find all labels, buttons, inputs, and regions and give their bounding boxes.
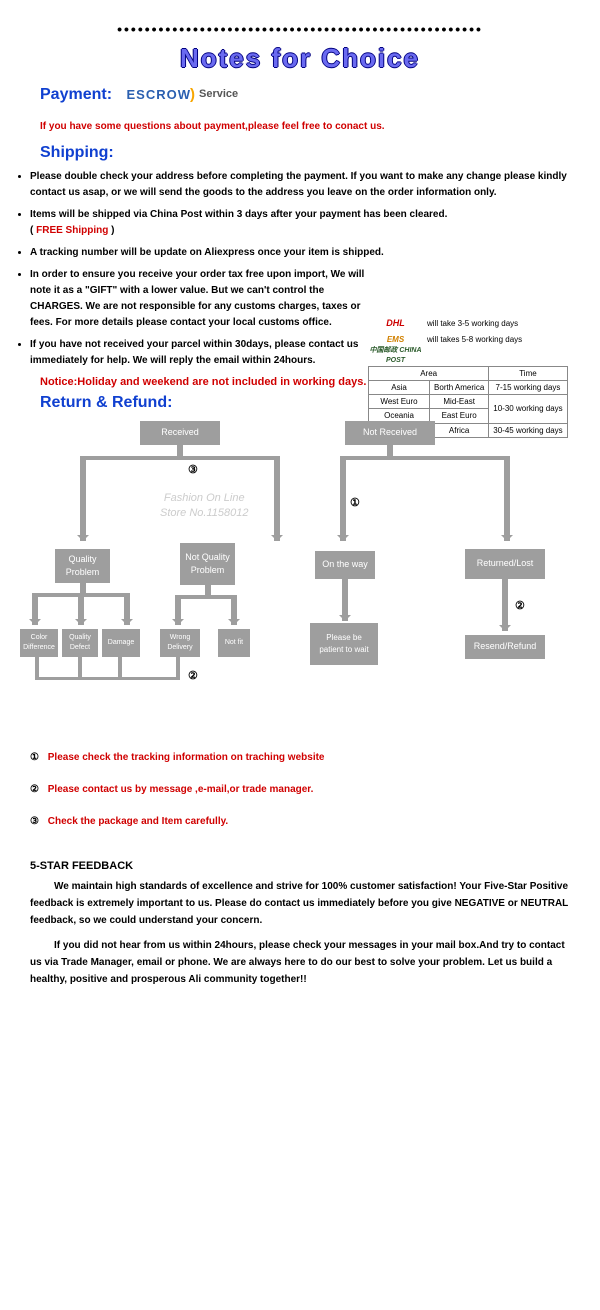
node-damage: Damage [102, 629, 140, 657]
feedback-head: 5-STAR FEEDBACK [30, 859, 600, 874]
conn [78, 657, 82, 677]
payment-head: Payment: ESCROW ) Service [40, 84, 600, 106]
conn [118, 657, 122, 677]
conn [32, 593, 38, 625]
legend-text: Please contact us by message ,e-mail,or … [48, 784, 314, 795]
node-received: Received [140, 421, 220, 445]
conn [35, 657, 39, 677]
num-2b: ② [515, 599, 525, 614]
ems-logo: EMS [368, 334, 423, 345]
feedback-p2: If you did not hear from us within 24hou… [30, 937, 575, 988]
node-not-fit: Not fit [218, 629, 250, 657]
free-suffix: ) [108, 225, 114, 236]
cell: Mid-East [430, 395, 489, 409]
cell: 7-15 working days [489, 380, 567, 394]
dots-divider: ••••••••••••••••••••••••••••••••••••••••… [0, 20, 600, 40]
carrier-row: 中国邮政 CHINA POST [368, 348, 588, 364]
conn [78, 593, 84, 625]
conn [35, 677, 180, 680]
payment-label: Payment: [40, 86, 112, 103]
dhl-logo: DHL [368, 317, 423, 330]
legend-num: ③ [30, 816, 39, 827]
dhl-time: will take 3-5 working days [427, 318, 518, 329]
table-row: AsiaBorth America7-15 working days [369, 380, 568, 394]
legend: ① Please check the tracking information … [30, 751, 600, 829]
ship-item: A tracking number will be update on Alie… [30, 245, 585, 261]
conn [177, 445, 183, 456]
watermark: Fashion On Line Store No.1158012 [160, 491, 248, 522]
conn [340, 456, 510, 460]
ship-item-text: Items will be shipped via China Post wit… [30, 209, 447, 220]
cell: Asia [369, 380, 430, 394]
conn [80, 583, 86, 593]
chinapost-logo: 中国邮政 CHINA POST [368, 346, 423, 366]
cell: 10-30 working days [489, 395, 567, 423]
legend-text: Please check the tracking information on… [48, 752, 325, 763]
conn [342, 579, 348, 621]
wm1: Fashion On Line [164, 492, 245, 504]
node-returned: Returned/Lost [465, 549, 545, 579]
node-not-received: Not Received [345, 421, 435, 445]
legend-text: Check the package and Item carefully. [48, 816, 228, 827]
shipping-logos: DHL will take 3-5 working days EMS will … [368, 316, 588, 438]
conn [124, 593, 130, 625]
ems-time: will takes 5-8 working days [427, 334, 522, 345]
conn [205, 585, 211, 595]
table-row: Area Time [369, 366, 568, 380]
node-quality-defect: Quality Defect [62, 629, 98, 657]
conn [80, 456, 86, 541]
legend-row: ② Please contact us by message ,e-mail,o… [30, 783, 600, 797]
node-patient: Please be patient to wait [310, 623, 378, 665]
ship-item: Items will be shipped via China Post wit… [30, 207, 585, 239]
conn [274, 456, 280, 541]
conn [502, 579, 508, 631]
escrow-paren-icon: ) [190, 84, 195, 105]
legend-row: ③ Check the package and Item carefully. [30, 815, 600, 829]
page-title: Notes for Choice [0, 40, 600, 76]
legend-num: ① [30, 752, 39, 763]
conn [175, 595, 237, 599]
free-shipping: FREE Shipping [36, 225, 108, 236]
node-wrong-delivery: Wrong Delivery [160, 629, 200, 657]
time-head: Time [489, 366, 567, 380]
legend-num: ② [30, 784, 39, 795]
escrow-text: ESCROW [126, 86, 191, 104]
shipping-head: Shipping: [40, 142, 600, 164]
node-quality: Quality Problem [55, 549, 110, 583]
num-1: ① [350, 496, 360, 511]
table-row: West EuroMid-East10-30 working days [369, 395, 568, 409]
conn [80, 456, 280, 460]
conn [504, 456, 510, 541]
feedback-p1: We maintain high standards of excellence… [30, 878, 575, 929]
conn [340, 456, 346, 541]
conn [176, 657, 180, 677]
node-resend: Resend/Refund [465, 635, 545, 659]
node-not-quality: Not Quality Problem [180, 543, 235, 585]
conn [175, 595, 181, 625]
area-head: Area [369, 366, 489, 380]
wm2: Store No.1158012 [160, 507, 248, 519]
node-color-diff: Color Difference [20, 629, 58, 657]
node-on-way: On the way [315, 551, 375, 579]
carrier-row: DHL will take 3-5 working days [368, 316, 588, 332]
flowchart: Fashion On Line Store No.1158012 Receive… [20, 421, 580, 721]
payment-note: If you have some questions about payment… [40, 120, 600, 134]
conn [231, 595, 237, 625]
legend-row: ① Please check the tracking information … [30, 751, 600, 765]
ship-item: Please double check your address before … [30, 169, 585, 201]
num-3: ③ [188, 463, 198, 478]
conn [387, 445, 393, 456]
cell: Borth America [430, 380, 489, 394]
escrow-logo: ESCROW ) Service [126, 84, 238, 105]
cell: West Euro [369, 395, 430, 409]
escrow-service: Service [199, 87, 238, 102]
num-2a: ② [188, 669, 198, 684]
